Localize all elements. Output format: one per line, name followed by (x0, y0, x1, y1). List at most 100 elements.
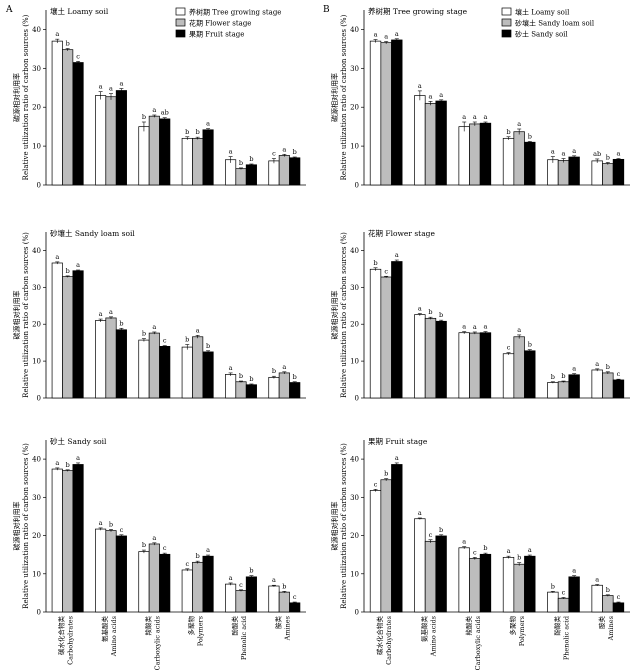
significance-label: a (55, 459, 59, 467)
chart-panel-3: 0 10 20 30 40 碳源相对利用率 Relative utilization rat… (12, 228, 306, 403)
bar (591, 584, 603, 613)
significance-label: a (462, 538, 466, 546)
bar (105, 96, 117, 186)
significance-label: b (606, 153, 610, 161)
legend-label: 养树期 Tree growing stage (189, 8, 281, 17)
bar (547, 382, 559, 399)
bar (105, 317, 117, 399)
significance-label: a (395, 251, 399, 259)
significance-label: b (239, 372, 243, 380)
panel-title: 壤土 Loamy soil (50, 6, 109, 16)
y-tick-label: 20 (350, 321, 359, 329)
y-tick-label: 0 (37, 182, 41, 190)
significance-label: b (119, 319, 123, 327)
y-tick-label: 20 (32, 532, 41, 540)
bar (51, 262, 63, 399)
significance-label: c (163, 544, 167, 552)
significance-label: a (572, 365, 576, 373)
panel-title: 砂土 Sandy soil (50, 436, 107, 446)
significance-label: b (428, 308, 432, 316)
significance-label: a (109, 85, 113, 93)
legend-label: 砂土 Sandy soil (515, 30, 568, 39)
y-axis-title-cn: 碳源相对利用率 (330, 502, 339, 551)
bar (202, 351, 214, 399)
significance-label: b (528, 341, 532, 349)
bar (138, 551, 150, 613)
bar (278, 591, 290, 613)
category-label-cn: 多聚物 (508, 616, 517, 636)
significance-label: b (249, 155, 253, 163)
bar (202, 129, 214, 186)
bar (148, 115, 160, 186)
significance-label: c (185, 560, 189, 568)
significance-label: c (163, 337, 167, 345)
bar (225, 374, 237, 399)
y-tick-label: 10 (350, 143, 359, 151)
significance-label: b (142, 113, 146, 121)
significance-label: a (282, 363, 286, 371)
significance-label: a (152, 106, 156, 114)
significance-label: b (66, 461, 70, 469)
significance-label: a (429, 92, 433, 100)
y-tick-label: 0 (355, 395, 359, 403)
significance-label: a (229, 148, 233, 156)
bar (148, 543, 160, 613)
significance-label: b (606, 363, 610, 371)
significance-label: a (206, 546, 210, 554)
significance-label: a (272, 576, 276, 584)
panel-title: 花期 Flower stage (368, 228, 435, 238)
y-tick-label: 10 (350, 358, 359, 366)
legend-swatch (175, 18, 186, 27)
y-axis-title-en: Relative utilization ratio of carbon sou… (340, 232, 348, 398)
y-axis-title-en: Relative utilization ratio of carbon sou… (340, 443, 348, 609)
significance-label: a (206, 120, 210, 128)
bar (435, 535, 447, 613)
significance-label: a (473, 323, 477, 331)
bar (369, 268, 382, 399)
bar (72, 270, 84, 399)
bar (225, 583, 237, 613)
bar (591, 160, 603, 186)
significance-label: b (551, 373, 555, 381)
panel-letter-b: B (323, 5, 330, 15)
bar (469, 123, 481, 186)
bar (414, 314, 426, 399)
significance-label: b (384, 470, 388, 478)
bar (289, 157, 301, 186)
legend-swatch (501, 29, 512, 38)
y-tick-label: 30 (350, 65, 359, 73)
y-tick-label: 10 (32, 143, 41, 151)
bar (181, 137, 193, 186)
bar (547, 159, 559, 186)
significance-label: a (374, 31, 378, 39)
significance-label: c (239, 581, 243, 589)
category-label-en: Polymers (197, 616, 205, 646)
bar (369, 490, 382, 613)
category-label-cn: 碳水化合物类 (375, 616, 384, 656)
significance-label: a (572, 567, 576, 575)
bar (245, 384, 257, 399)
significance-label: a (229, 364, 233, 372)
bar (62, 49, 74, 186)
category-label-cn: 胺类 (273, 616, 282, 630)
bar (547, 591, 559, 613)
significance-label: b (196, 552, 200, 560)
bar (591, 369, 603, 399)
bar (192, 137, 204, 186)
bar (568, 156, 580, 186)
significance-label: a (229, 574, 233, 582)
bar (148, 332, 160, 399)
category-label-en: Phenolic acid (240, 616, 248, 660)
significance-label: b (517, 554, 521, 562)
category-label-cn: 酚酸类 (553, 616, 562, 636)
significance-label: a (462, 323, 466, 331)
bar (502, 137, 515, 186)
legend-label: 壤土 Loamy soil (515, 8, 570, 17)
bar (95, 95, 107, 186)
bar (469, 558, 481, 613)
bar (391, 39, 403, 186)
significance-label: b (249, 375, 253, 383)
bar (469, 332, 481, 399)
y-tick-label: 30 (350, 494, 359, 502)
bar (479, 332, 492, 399)
